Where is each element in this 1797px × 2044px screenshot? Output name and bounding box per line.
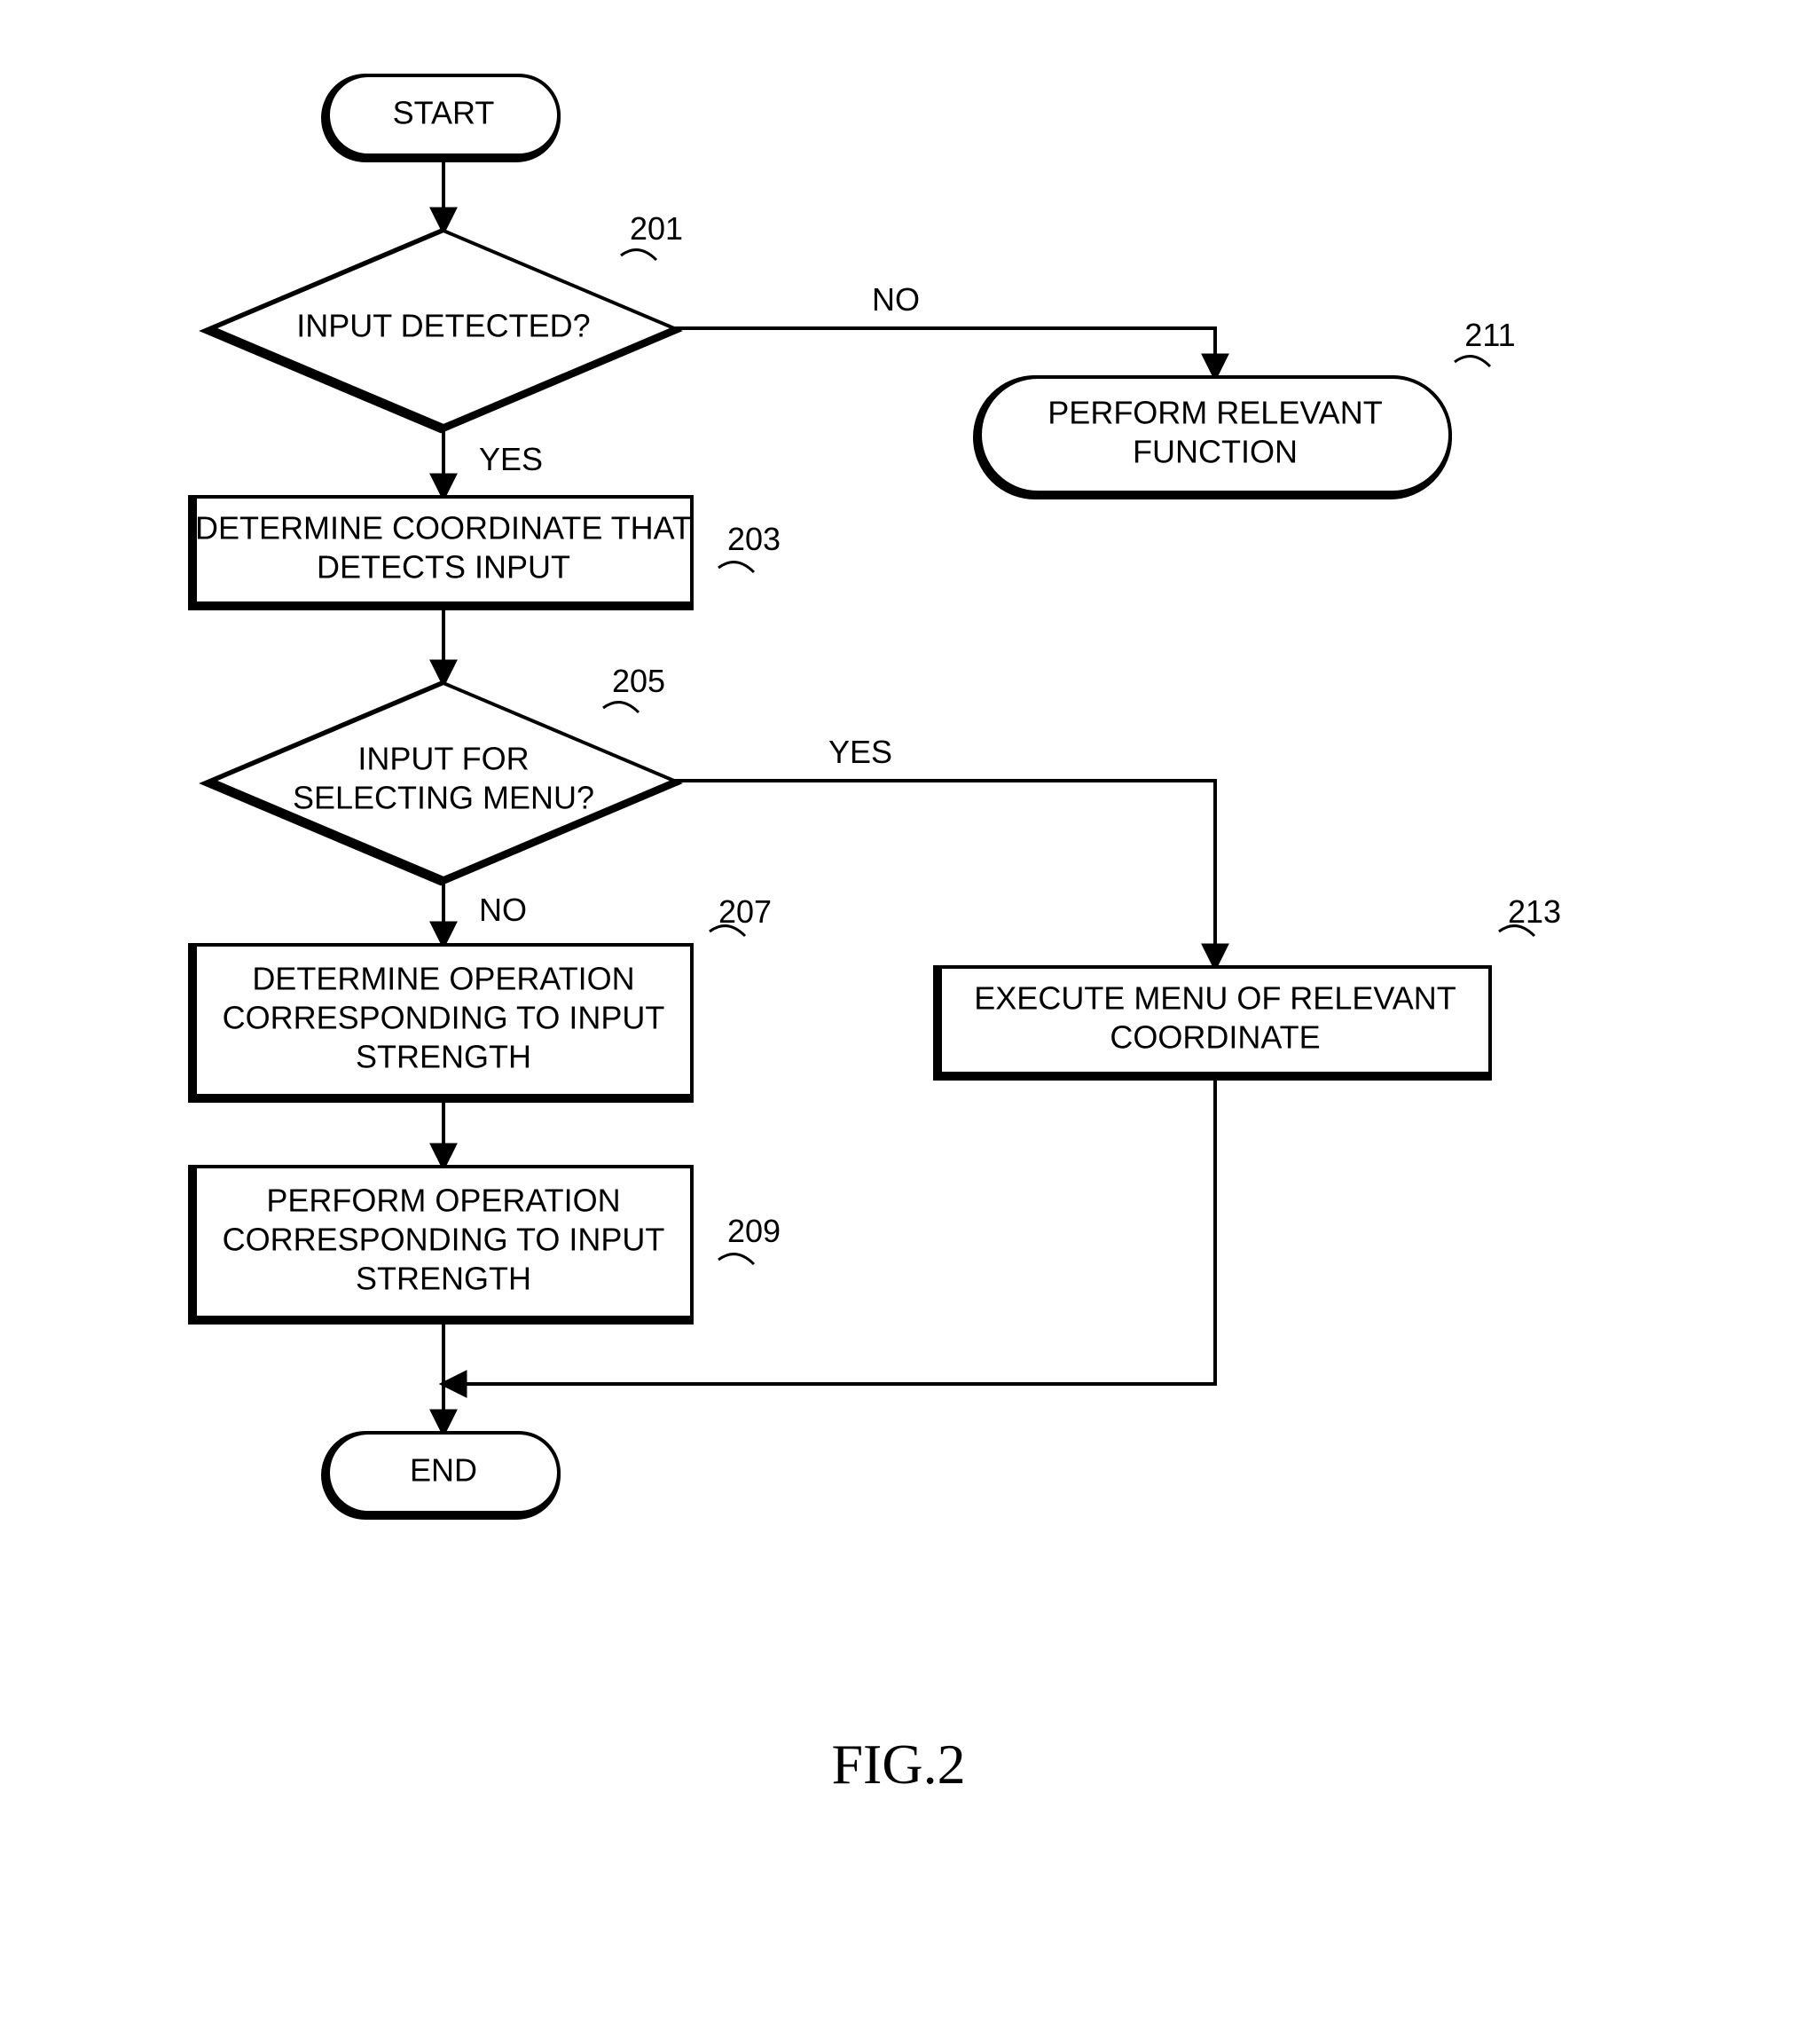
svg-text:DETERMINE COORDINATE THAT: DETERMINE COORDINATE THAT bbox=[195, 510, 692, 546]
svg-text:EXECUTE MENU OF RELEVANT: EXECUTE MENU OF RELEVANT bbox=[974, 980, 1456, 1017]
svg-text:CORRESPONDING TO INPUT: CORRESPONDING TO INPUT bbox=[223, 1222, 665, 1258]
edge-label: NO bbox=[872, 281, 920, 318]
node-p203: DETERMINE COORDINATE THATDETECTS INPUT 20… bbox=[192, 497, 781, 606]
svg-text:PERFORM RELEVANT: PERFORM RELEVANT bbox=[1048, 395, 1382, 431]
edge-label: NO bbox=[479, 892, 527, 928]
svg-text:COORDINATE: COORDINATE bbox=[1110, 1019, 1320, 1056]
svg-text:203: 203 bbox=[727, 521, 781, 557]
svg-text:STRENGTH: STRENGTH bbox=[356, 1039, 531, 1075]
svg-text:INPUT FOR: INPUT FOR bbox=[357, 741, 529, 777]
svg-text:FUNCTION: FUNCTION bbox=[1133, 434, 1298, 470]
svg-text:DETECTS INPUT: DETECTS INPUT bbox=[317, 549, 570, 586]
svg-text:DETERMINE OPERATION: DETERMINE OPERATION bbox=[252, 961, 634, 997]
svg-text:213: 213 bbox=[1508, 893, 1561, 930]
svg-text:STRENGTH: STRENGTH bbox=[356, 1261, 531, 1297]
svg-text:PERFORM OPERATION: PERFORM OPERATION bbox=[266, 1183, 620, 1219]
svg-text:207: 207 bbox=[718, 893, 772, 930]
edge-label: YES bbox=[828, 734, 892, 770]
svg-text:209: 209 bbox=[727, 1213, 781, 1249]
flowchart-container: YES NO YES NO START INPUT DETECTED? 201 DETERMI… bbox=[0, 0, 1797, 2044]
svg-text:211: 211 bbox=[1464, 317, 1515, 353]
svg-text:201: 201 bbox=[630, 210, 683, 247]
svg-text:SELECTING MENU?: SELECTING MENU? bbox=[293, 780, 594, 816]
edge-label: YES bbox=[479, 441, 543, 477]
svg-text:INPUT DETECTED?: INPUT DETECTED? bbox=[296, 308, 590, 344]
svg-text:CORRESPONDING TO INPUT: CORRESPONDING TO INPUT bbox=[223, 1000, 665, 1036]
node-start: START bbox=[326, 75, 559, 158]
svg-text:205: 205 bbox=[612, 663, 665, 699]
node-end: END bbox=[326, 1433, 559, 1515]
svg-text:END: END bbox=[410, 1452, 477, 1489]
svg-text:START: START bbox=[393, 95, 495, 131]
figure-label: FIG.2 bbox=[831, 1733, 965, 1796]
node-p209: PERFORM OPERATIONCORRESPONDING TO INPUTS… bbox=[192, 1167, 781, 1320]
